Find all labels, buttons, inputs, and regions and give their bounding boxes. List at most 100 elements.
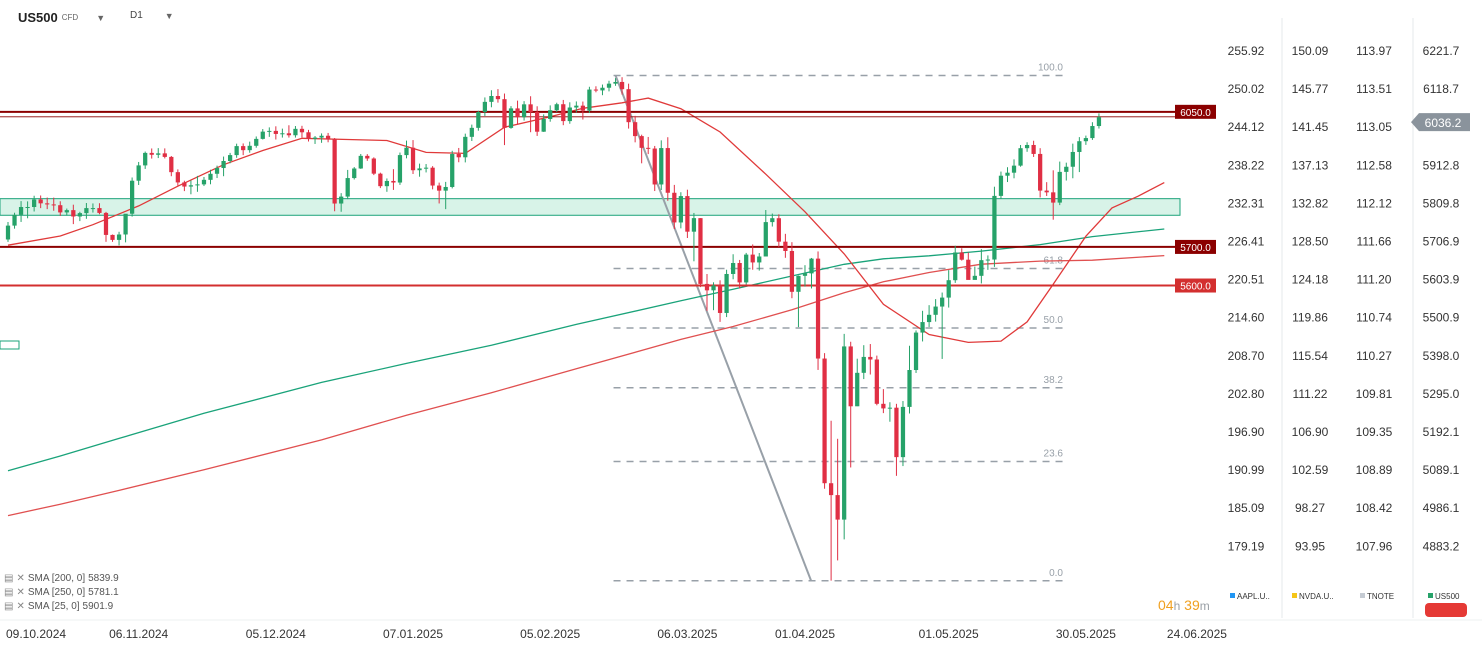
candle-body[interactable]: [273, 130, 278, 134]
candle-body[interactable]: [227, 155, 233, 162]
candle-body[interactable]: [626, 89, 631, 123]
candle-body[interactable]: [913, 332, 919, 371]
candle-body[interactable]: [992, 195, 997, 260]
candle-body[interactable]: [71, 210, 76, 217]
candle-body[interactable]: [116, 234, 122, 240]
candle-body[interactable]: [979, 260, 984, 276]
candle-body[interactable]: [561, 104, 566, 122]
candle-body[interactable]: [476, 111, 481, 128]
candle-body[interactable]: [312, 137, 318, 139]
candle-body[interactable]: [1044, 190, 1049, 193]
candle-body[interactable]: [985, 259, 991, 261]
candle-body[interactable]: [365, 155, 370, 159]
candle-body[interactable]: [639, 136, 644, 148]
candle-body[interactable]: [247, 145, 252, 151]
candle-body[interactable]: [652, 148, 657, 185]
candle-body[interactable]: [868, 356, 873, 360]
candle-body[interactable]: [521, 104, 527, 118]
candle-body[interactable]: [214, 168, 220, 174]
candle-body[interactable]: [325, 135, 331, 140]
zone-handle[interactable]: [0, 340, 20, 350]
candle-body[interactable]: [45, 203, 50, 205]
candle-body[interactable]: [332, 139, 337, 204]
series-legend-label[interactable]: AAPL.U..: [1237, 592, 1270, 601]
candle-body[interactable]: [724, 273, 729, 313]
series-legend-label[interactable]: NVDA.U..: [1299, 592, 1334, 601]
candle-body[interactable]: [828, 483, 834, 496]
candle-body[interactable]: [143, 152, 148, 166]
candle-body[interactable]: [410, 147, 416, 171]
candle-body[interactable]: [1083, 138, 1089, 142]
candle-body[interactable]: [665, 148, 670, 193]
candle-body[interactable]: [18, 207, 24, 215]
candle-body[interactable]: [802, 273, 808, 276]
legend-sma-250[interactable]: ▤ ✕ SMA [250, 0] 5781.1: [4, 585, 119, 599]
candle-body[interactable]: [58, 205, 63, 213]
candle-body[interactable]: [933, 306, 938, 315]
candle-body[interactable]: [606, 83, 612, 88]
candle-body[interactable]: [1018, 148, 1023, 166]
candle-body[interactable]: [482, 101, 488, 112]
candle-body[interactable]: [293, 128, 298, 136]
candle-body[interactable]: [1064, 166, 1069, 172]
series-legend-label[interactable]: US500: [1435, 592, 1460, 601]
candle-body[interactable]: [783, 241, 788, 251]
candle-body[interactable]: [711, 285, 716, 291]
candle-body[interactable]: [234, 146, 239, 156]
candle-body[interactable]: [1051, 192, 1056, 203]
candle-body[interactable]: [619, 81, 625, 90]
candle-body[interactable]: [169, 156, 174, 173]
candle-body[interactable]: [267, 130, 272, 132]
candle-body[interactable]: [672, 192, 677, 223]
candle-body[interactable]: [64, 210, 69, 213]
candle-body[interactable]: [998, 175, 1004, 196]
active-series-tag[interactable]: [1425, 603, 1467, 617]
candle-body[interactable]: [848, 346, 853, 407]
candle-body[interactable]: [489, 96, 494, 102]
candle-body[interactable]: [299, 128, 305, 133]
candle-body[interactable]: [691, 218, 697, 232]
candle-body[interactable]: [5, 225, 11, 240]
candle-body[interactable]: [339, 196, 344, 204]
candle-body[interactable]: [959, 252, 964, 260]
candle-body[interactable]: [508, 108, 514, 128]
chevron-down-icon[interactable]: ▼: [96, 12, 106, 23]
candle-body[interactable]: [358, 155, 363, 169]
candle-body[interactable]: [280, 133, 285, 135]
candle-body[interactable]: [90, 208, 96, 210]
candle-body[interactable]: [456, 154, 461, 158]
candle-body[interactable]: [842, 346, 847, 520]
candle-body[interactable]: [51, 204, 56, 206]
candle-body[interactable]: [881, 403, 886, 409]
candle-body[interactable]: [149, 152, 154, 155]
candle-body[interactable]: [162, 153, 167, 157]
candle-body[interactable]: [900, 406, 906, 458]
candle-body[interactable]: [306, 132, 311, 139]
close-icon[interactable]: ✕: [16, 586, 25, 598]
candle-body[interactable]: [495, 96, 501, 100]
candle-body[interactable]: [600, 87, 605, 91]
close-icon[interactable]: ✕: [16, 572, 25, 584]
candle-body[interactable]: [97, 208, 102, 213]
candle-body[interactable]: [1038, 153, 1043, 191]
candle-body[interactable]: [103, 212, 109, 235]
candle-body[interactable]: [946, 280, 951, 298]
candle-body[interactable]: [469, 127, 474, 137]
candle-body[interactable]: [260, 131, 265, 139]
candle-body[interactable]: [940, 297, 945, 307]
candle-body[interactable]: [1096, 117, 1102, 127]
legend-sma-25[interactable]: ▤ ✕ SMA [25, 0] 5901.9: [4, 599, 119, 613]
candle-body[interactable]: [894, 407, 899, 458]
candle-body[interactable]: [502, 99, 507, 128]
candle-body[interactable]: [345, 178, 350, 197]
candle-body[interactable]: [835, 495, 840, 520]
candle-body[interactable]: [384, 180, 390, 187]
candle-body[interactable]: [926, 314, 932, 323]
candle-body[interactable]: [730, 263, 736, 274]
candle-body[interactable]: [541, 118, 546, 132]
candle-body[interactable]: [25, 207, 30, 209]
candle-body[interactable]: [430, 167, 435, 186]
candle-body[interactable]: [587, 89, 592, 111]
candle-body[interactable]: [1070, 151, 1075, 167]
